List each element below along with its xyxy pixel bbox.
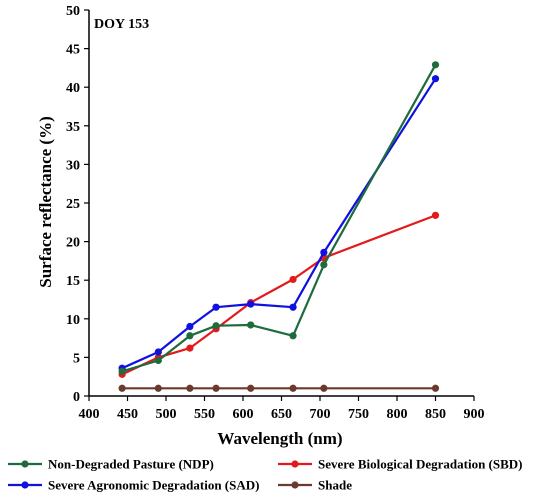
data-point	[289, 384, 297, 392]
y-tick-label: 50	[66, 4, 80, 19]
legend: Non-Degraded Pasture (NDP) Severe Biologi…	[8, 457, 523, 493]
data-point	[247, 300, 255, 308]
series-line	[121, 64, 437, 373]
data-point	[320, 261, 328, 269]
y-tick-label: 40	[66, 81, 80, 96]
series-2	[118, 75, 440, 372]
data-point	[154, 348, 162, 356]
x-tick-label: 550	[194, 407, 215, 422]
y-axis-title: Surface reflectance (%)	[36, 116, 55, 288]
legend-item: Shade	[278, 478, 352, 493]
y-tick-label: 15	[66, 274, 80, 289]
x-tick-label: 450	[117, 407, 138, 422]
legend-label: Non-Degraded Pasture (NDP)	[48, 457, 214, 472]
legend-label: Shade	[318, 478, 352, 493]
data-point	[289, 332, 297, 340]
y-axis-ticks: 0 5 10 15 20 25 30 35 40 45 50	[66, 4, 89, 405]
x-axis-ticks: 400 450 500 550 600 650 700 750 800 850 900	[79, 396, 485, 422]
legend-marker	[291, 460, 299, 468]
x-axis-title: Wavelength (nm)	[217, 429, 342, 448]
data-point	[289, 275, 297, 284]
data-point	[320, 384, 328, 392]
x-tick-label: 850	[425, 407, 446, 422]
data-point	[154, 384, 162, 392]
data-point	[212, 384, 220, 392]
chart-annotation: DOY 153	[94, 17, 149, 32]
legend-label: Severe Agronomic Degradation (SAD)	[48, 478, 259, 493]
data-point	[186, 384, 194, 392]
y-tick-label: 25	[66, 197, 80, 212]
data-point	[431, 75, 440, 83]
data-point	[212, 303, 220, 311]
data-point	[118, 384, 126, 392]
data-point	[431, 211, 440, 219]
series-line	[121, 214, 436, 376]
legend-label: Severe Biological Degradation (SBD)	[318, 457, 523, 472]
data-point	[212, 322, 220, 330]
y-tick-label: 5	[73, 351, 80, 366]
legend-marker	[21, 460, 29, 468]
data-point	[431, 61, 440, 69]
x-tick-label: 700	[310, 407, 331, 422]
y-tick-label: 0	[73, 390, 80, 405]
y-tick-label: 20	[66, 236, 80, 251]
x-tick-label: 650	[271, 407, 292, 422]
data-point	[431, 384, 440, 392]
x-tick-label: 800	[387, 407, 408, 422]
y-tick-label: 10	[66, 313, 80, 328]
data-point	[154, 356, 162, 365]
x-tick-label: 750	[348, 407, 369, 422]
legend-item: Severe Biological Degradation (SBD)	[278, 457, 523, 472]
data-point	[247, 321, 255, 329]
series-0	[118, 61, 440, 375]
data-point	[247, 384, 255, 392]
series-line	[121, 78, 437, 370]
legend-marker	[21, 481, 29, 489]
y-tick-label: 35	[66, 120, 80, 135]
data-point	[186, 332, 194, 340]
legend-item: Non-Degraded Pasture (NDP)	[8, 457, 214, 472]
x-tick-label: 400	[79, 407, 100, 422]
data-point	[320, 248, 328, 257]
data-point	[186, 344, 194, 352]
x-tick-label: 500	[156, 407, 177, 422]
series-3	[118, 384, 440, 392]
y-tick-label: 30	[66, 158, 80, 173]
legend-item: Severe Agronomic Degradation (SAD)	[8, 478, 259, 493]
plot-frame	[88, 10, 474, 397]
legend-marker	[291, 481, 299, 489]
series-layer	[118, 61, 440, 392]
data-point	[186, 322, 194, 331]
data-point	[118, 367, 126, 375]
data-point	[289, 303, 297, 311]
x-tick-label: 900	[464, 407, 485, 422]
x-tick-label: 600	[233, 407, 254, 422]
y-tick-label: 45	[66, 43, 80, 58]
